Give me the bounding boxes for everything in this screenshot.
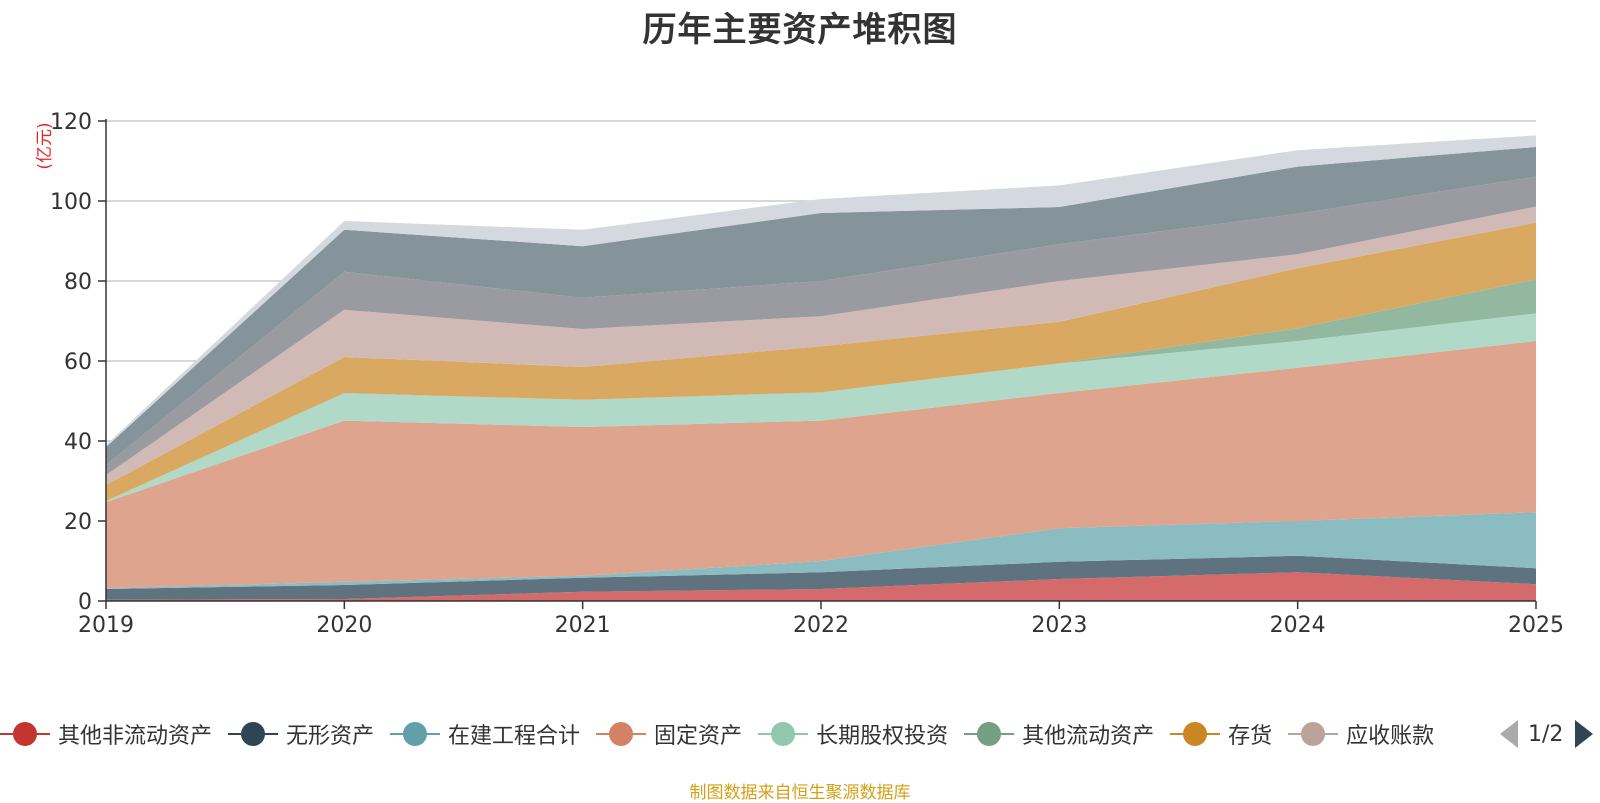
legend-item[interactable]: 存货 [1170,718,1272,750]
area-series-其他应收款 [106,147,1536,465]
legend-next-icon[interactable] [1575,720,1594,748]
legend-items: 其他非流动资产 无形资产 在建工程合计 固定资产 长期股权投资 其他流动资产 存货 应收账款 [0,718,1484,750]
legend-marker-icon [390,721,441,747]
data-source-note: 制图数据来自恒生聚源数据库 [689,783,911,803]
area-series-应收账款 [106,206,1536,485]
y-tick-label: 0 [78,590,92,615]
area-series-长期股权投资 [106,313,1536,503]
legend: 其他非流动资产 无形资产 在建工程合计 固定资产 长期股权投资 其他流动资产 存货 应收账款 … [0,718,1600,750]
y-axis-unit-label: (亿元) [35,122,55,169]
legend-label: 存货 [1228,724,1273,749]
y-tick-label: 60 [64,350,92,375]
legend-item[interactable]: 其他非流动资产 [0,718,212,750]
area-series-存货 [106,222,1536,501]
legend-label: 其他非流动资产 [58,724,213,749]
legend-marker-icon [596,721,647,747]
legend-marker-icon [0,721,50,747]
legend-label: 其他流动资产 [1022,724,1155,749]
legend-label: 无形资产 [286,724,375,749]
axes [98,119,1537,609]
legend-label: 固定资产 [654,724,743,749]
y-tick-label: 40 [64,430,92,455]
x-tick-label: 2022 [793,613,849,638]
y-tick-label: 80 [64,270,92,295]
legend-item[interactable]: 应收账款 [1288,718,1434,750]
x-tick-label: 2020 [316,613,372,638]
y-tick-label: 20 [64,510,92,535]
stacked-area-chart: 0 20 40 60 80 100 120 2019 2020 2021 2022 2023 2024 2… [35,110,1564,638]
legend-marker-icon [228,721,279,747]
x-tick-label: 2021 [555,613,611,638]
x-tick-label: 2019 [78,613,134,638]
legend-prev-icon[interactable] [1500,720,1518,748]
legend-item[interactable]: 无形资产 [228,718,374,750]
area-series-其他非流动资产 [106,572,1536,601]
legend-item[interactable]: 固定资产 [596,718,742,750]
x-tick-label: 2023 [1031,613,1087,638]
legend-marker-icon [1170,721,1221,747]
y-tick-label: 120 [50,110,92,135]
area-series-货币资金 [106,176,1536,475]
chart-title: 历年主要资产堆积图 [642,10,958,50]
legend-page-indicator: 1/2 [1528,721,1564,747]
legend-item[interactable]: 长期股权投资 [758,718,948,750]
area-series-无形资产 [106,555,1536,600]
legend-item[interactable]: 其他流动资产 [964,718,1154,750]
tick-labels: 0 20 40 60 80 100 120 2019 2020 2021 2022 2023 2024 2… [35,110,1564,638]
x-tick-label: 2024 [1270,613,1326,638]
legend-marker-icon [758,721,809,747]
legend-pager: 1/2 [1500,718,1594,750]
legend-marker-icon [964,721,1015,747]
legend-item[interactable]: 在建工程合计 [390,718,580,750]
area-series [106,135,1536,601]
area-series-在建工程合计 [106,512,1536,589]
legend-marker-icon [1288,721,1339,747]
legend-label: 在建工程合计 [448,724,581,749]
y-tick-label: 100 [50,190,92,215]
x-tick-label: 2025 [1508,613,1564,638]
legend-label: 长期股权投资 [816,724,949,749]
legend-label: 应收账款 [1346,724,1435,749]
area-series-固定资产 [106,341,1536,589]
